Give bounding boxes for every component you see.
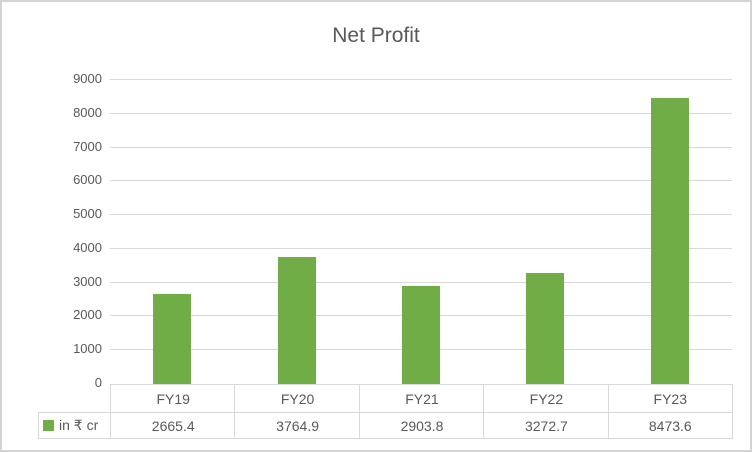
bar-fy20 — [277, 256, 316, 384]
legend-key-cell: in ₹ cr — [38, 412, 110, 439]
y-axis-tick-label: 7000 — [73, 138, 102, 154]
gridline-6000 — [110, 180, 732, 182]
legend-color-swatch-icon — [43, 420, 54, 431]
gridline-3000 — [110, 281, 732, 283]
category-cell-fy22: FY22 — [483, 384, 609, 412]
y-axis-tick-label: 5000 — [73, 206, 102, 222]
value-cell-fy22: 3272.7 — [483, 412, 609, 439]
value-cell-fy20: 3764.9 — [234, 412, 360, 439]
y-axis-tick-label: 6000 — [73, 172, 102, 188]
gridline-5000 — [110, 214, 732, 216]
category-cell-fy19: FY19 — [110, 384, 236, 412]
y-axis-tick-label: 4000 — [73, 239, 102, 255]
y-axis-tick-label: 1000 — [73, 341, 102, 357]
y-axis-tick-label: 3000 — [73, 273, 102, 289]
category-cell-fy20: FY20 — [234, 384, 360, 412]
y-axis-tick-label: 0 — [94, 375, 102, 390]
gridline-9000 — [110, 79, 732, 80]
y-axis-tick-label: 8000 — [73, 104, 102, 120]
value-cell-fy19: 2665.4 — [110, 412, 236, 439]
bar-fy21 — [402, 285, 440, 384]
category-cell-fy21: FY21 — [358, 384, 485, 412]
bar-fy23 — [650, 97, 689, 384]
y-axis-tick-label: 9000 — [73, 71, 102, 86]
gridline-8000 — [110, 112, 732, 114]
legend-series-label: in ₹ cr — [59, 417, 99, 433]
bar-fy22 — [526, 273, 565, 384]
bar-fy19 — [153, 293, 192, 384]
category-cell-fy23: FY23 — [607, 384, 733, 412]
gridline-4000 — [110, 247, 732, 249]
y-axis-tick-label: 2000 — [73, 307, 102, 323]
gridline-7000 — [110, 146, 732, 148]
value-cell-fy23: 8473.6 — [607, 412, 733, 439]
chart-title: Net Profit — [332, 24, 420, 47]
value-cell-fy21: 2903.8 — [358, 412, 485, 439]
